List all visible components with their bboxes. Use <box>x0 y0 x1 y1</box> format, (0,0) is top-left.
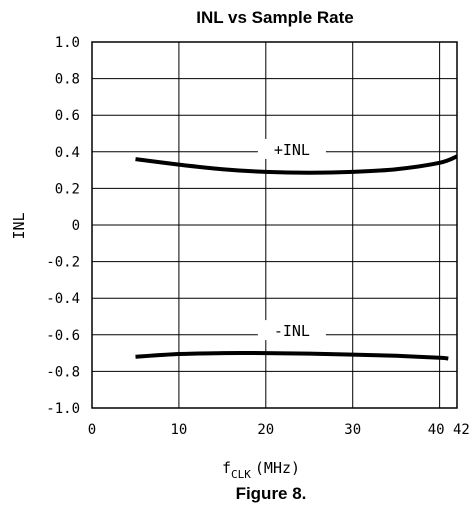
y-tick-label: 0.2 <box>55 181 80 197</box>
plus-inl-curve <box>135 154 458 175</box>
x-axis-label-unit: (MHz) <box>255 459 300 477</box>
x-tick-label: 40 <box>428 422 445 438</box>
y-tick-label: 0 <box>72 218 80 234</box>
y-tick-label: 0.8 <box>55 72 80 88</box>
y-tick-label: -0.8 <box>46 364 80 380</box>
y-tick-label: -1.0 <box>46 401 80 417</box>
y-tick-label: -0.4 <box>46 291 80 307</box>
minus-inl-label: -INL <box>274 322 310 340</box>
plus-inl-label-mask <box>257 138 326 159</box>
y-tick-label: 0.6 <box>55 108 80 124</box>
y-tick-label: 1.0 <box>55 35 80 51</box>
curves: +INL -INL <box>135 138 458 361</box>
x-tick-labels: 0 10 20 30 40 42 <box>88 422 470 438</box>
y-tick-label: -0.2 <box>46 255 80 271</box>
figure-caption: Figure 8. <box>236 484 307 503</box>
minus-inl-label-mask <box>257 320 326 341</box>
y-tick-labels: 1.0 0.8 0.6 0.4 0.2 0 -0.2 -0.4 -0.6 -0.8 -1.0 <box>46 35 80 417</box>
y-axis-label: INL <box>10 212 28 239</box>
x-tick-label: 42 <box>453 422 470 438</box>
x-tick-label: 0 <box>88 422 96 438</box>
plot-frame <box>91 41 458 409</box>
x-tick-label: 30 <box>344 422 361 438</box>
x-axis-label-main: f <box>222 459 231 477</box>
y-tick-label: 0.4 <box>55 145 80 161</box>
plus-inl-label: +INL <box>274 141 310 159</box>
x-axis-label: fCLK (MHz) <box>222 459 300 481</box>
x-tick-label: 20 <box>257 422 274 438</box>
minus-inl-curve <box>135 350 449 361</box>
y-tick-label: -0.6 <box>46 328 80 344</box>
x-axis-label-subscript: CLK <box>231 468 251 481</box>
chart-title: INL vs Sample Rate <box>196 8 353 27</box>
x-tick-label: 10 <box>170 422 187 438</box>
